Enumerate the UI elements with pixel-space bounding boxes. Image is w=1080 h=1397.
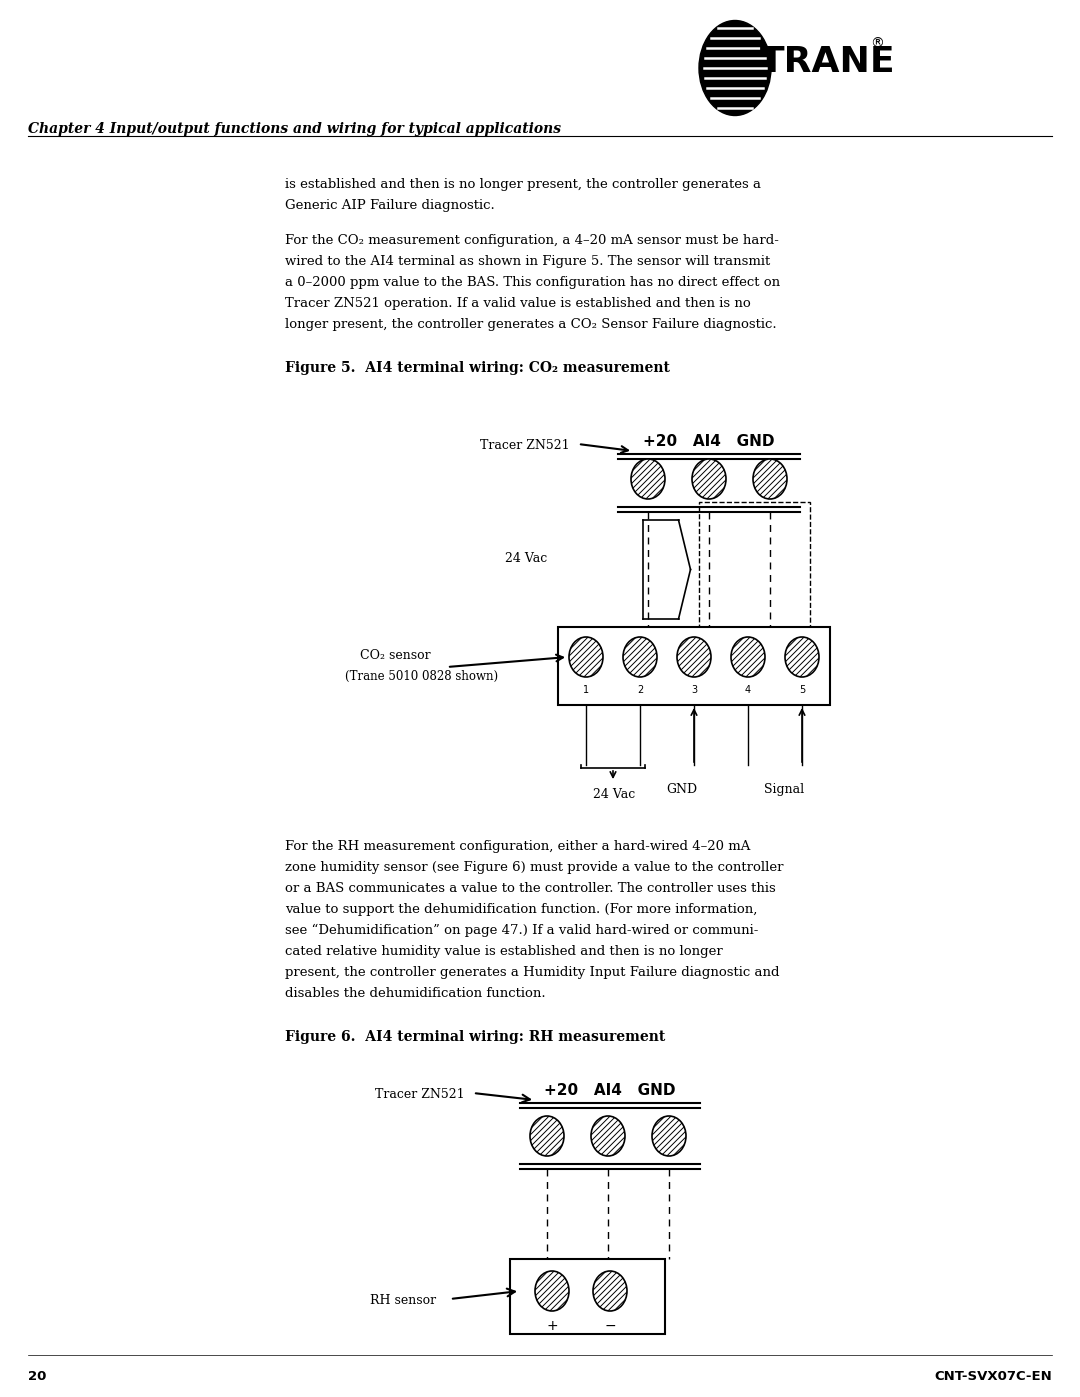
Text: 2: 2: [637, 685, 643, 694]
Text: RH sensor: RH sensor: [370, 1294, 436, 1308]
Text: Tracer ZN521: Tracer ZN521: [480, 439, 569, 453]
Ellipse shape: [699, 21, 771, 116]
Text: or a BAS communicates a value to the controller. The controller uses this: or a BAS communicates a value to the con…: [285, 882, 775, 895]
Text: Generic AIP Failure diagnostic.: Generic AIP Failure diagnostic.: [285, 198, 495, 212]
Ellipse shape: [785, 637, 819, 678]
Text: 24 Vac: 24 Vac: [505, 552, 548, 564]
Text: 3: 3: [691, 685, 697, 694]
Text: Tracer ZN521: Tracer ZN521: [375, 1088, 464, 1101]
Text: is established and then is no longer present, the controller generates a: is established and then is no longer pre…: [285, 177, 761, 191]
Ellipse shape: [623, 637, 657, 678]
Text: Chapter 4 Input/output functions and wiring for typical applications: Chapter 4 Input/output functions and wir…: [28, 122, 561, 136]
Text: −: −: [604, 1319, 616, 1333]
Ellipse shape: [591, 1116, 625, 1155]
Ellipse shape: [753, 460, 787, 499]
Text: zone humidity sensor (see Figure 6) must provide a value to the controller: zone humidity sensor (see Figure 6) must…: [285, 861, 783, 875]
Text: a 0–2000 ppm value to the BAS. This configuration has no direct effect on: a 0–2000 ppm value to the BAS. This conf…: [285, 277, 780, 289]
Ellipse shape: [631, 460, 665, 499]
Text: For the RH measurement configuration, either a hard-wired 4–20 mA: For the RH measurement configuration, ei…: [285, 840, 751, 854]
FancyBboxPatch shape: [558, 627, 831, 705]
Text: value to support the dehumidification function. (For more information,: value to support the dehumidification fu…: [285, 902, 757, 916]
Text: see “Dehumidification” on page 47.) If a valid hard-wired or communi-: see “Dehumidification” on page 47.) If a…: [285, 923, 758, 937]
Text: (Trane 5010 0828 shown): (Trane 5010 0828 shown): [345, 671, 498, 683]
Text: 1: 1: [583, 685, 589, 694]
Text: TRANE: TRANE: [760, 45, 895, 80]
Text: wired to the AI4 terminal as shown in Figure 5. The sensor will transmit: wired to the AI4 terminal as shown in Fi…: [285, 256, 770, 268]
Text: +: +: [546, 1319, 557, 1333]
Text: GND: GND: [666, 782, 698, 796]
Ellipse shape: [593, 1271, 627, 1310]
Text: ®: ®: [870, 36, 883, 52]
Ellipse shape: [652, 1116, 686, 1155]
Text: Tracer ZN521 operation. If a valid value is established and then is no: Tracer ZN521 operation. If a valid value…: [285, 298, 751, 310]
Text: present, the controller generates a Humidity Input Failure diagnostic and: present, the controller generates a Humi…: [285, 965, 780, 979]
Ellipse shape: [731, 637, 765, 678]
FancyBboxPatch shape: [510, 1259, 665, 1334]
Text: Figure 5.  AI4 terminal wiring: CO₂ measurement: Figure 5. AI4 terminal wiring: CO₂ measu…: [285, 360, 670, 374]
Text: Figure 6.  AI4 terminal wiring: RH measurement: Figure 6. AI4 terminal wiring: RH measur…: [285, 1030, 665, 1044]
Text: 24 Vac: 24 Vac: [593, 788, 635, 800]
Ellipse shape: [569, 637, 603, 678]
Ellipse shape: [692, 460, 726, 499]
Text: 20: 20: [28, 1370, 46, 1383]
Text: +20   AI4   GND: +20 AI4 GND: [644, 434, 774, 448]
Ellipse shape: [677, 637, 711, 678]
Text: CO₂ sensor: CO₂ sensor: [360, 650, 431, 662]
Ellipse shape: [535, 1271, 569, 1310]
Text: CNT-SVX07C-EN: CNT-SVX07C-EN: [934, 1370, 1052, 1383]
Text: +20   AI4   GND: +20 AI4 GND: [544, 1083, 676, 1098]
Text: cated relative humidity value is established and then is no longer: cated relative humidity value is establi…: [285, 944, 723, 958]
Text: 5: 5: [799, 685, 805, 694]
Ellipse shape: [530, 1116, 564, 1155]
Text: For the CO₂ measurement configuration, a 4–20 mA sensor must be hard-: For the CO₂ measurement configuration, a…: [285, 235, 779, 247]
Text: disables the dehumidification function.: disables the dehumidification function.: [285, 988, 545, 1000]
Text: Signal: Signal: [764, 782, 805, 796]
Text: longer present, the controller generates a CO₂ Sensor Failure diagnostic.: longer present, the controller generates…: [285, 319, 777, 331]
Text: 4: 4: [745, 685, 751, 694]
